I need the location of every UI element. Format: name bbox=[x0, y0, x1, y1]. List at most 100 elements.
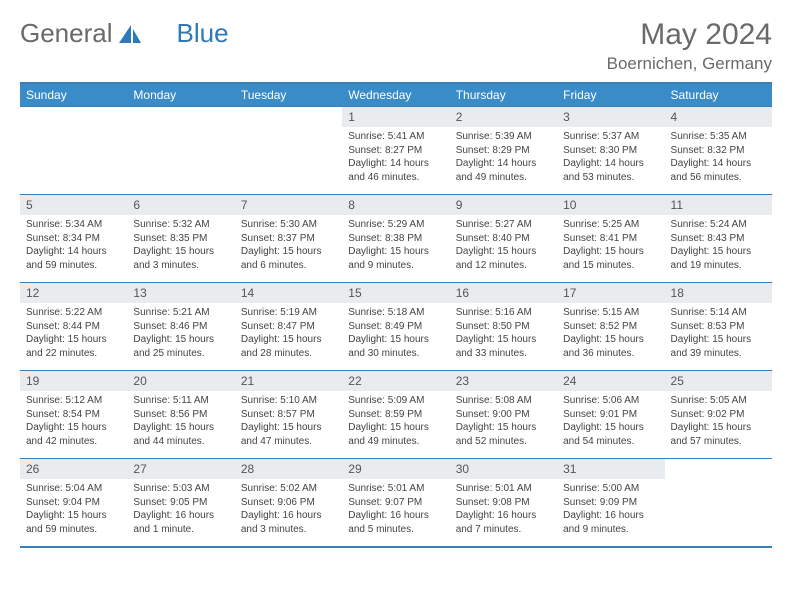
logo-sail-icon bbox=[117, 23, 143, 45]
day-details: Sunrise: 5:22 AMSunset: 8:44 PMDaylight:… bbox=[20, 303, 127, 363]
day-number: 2 bbox=[450, 107, 557, 127]
weekday-header: Sunday bbox=[20, 83, 127, 107]
calendar-week-row: 1Sunrise: 5:41 AMSunset: 8:27 PMDaylight… bbox=[20, 107, 772, 195]
month-title: May 2024 bbox=[607, 18, 772, 52]
weekday-header: Tuesday bbox=[235, 83, 342, 107]
calendar-day-cell: 25Sunrise: 5:05 AMSunset: 9:02 PMDayligh… bbox=[665, 371, 772, 459]
day-details: Sunrise: 5:30 AMSunset: 8:37 PMDaylight:… bbox=[235, 215, 342, 275]
calendar-day-cell: 12Sunrise: 5:22 AMSunset: 8:44 PMDayligh… bbox=[20, 283, 127, 371]
day-number: 20 bbox=[127, 371, 234, 391]
calendar-week-row: 12Sunrise: 5:22 AMSunset: 8:44 PMDayligh… bbox=[20, 283, 772, 371]
day-details: Sunrise: 5:08 AMSunset: 9:00 PMDaylight:… bbox=[450, 391, 557, 451]
day-number: 19 bbox=[20, 371, 127, 391]
day-details: Sunrise: 5:12 AMSunset: 8:54 PMDaylight:… bbox=[20, 391, 127, 451]
calendar-table: SundayMondayTuesdayWednesdayThursdayFrid… bbox=[20, 82, 772, 548]
calendar-day-cell: 27Sunrise: 5:03 AMSunset: 9:05 PMDayligh… bbox=[127, 459, 234, 547]
calendar-day-cell: 10Sunrise: 5:25 AMSunset: 8:41 PMDayligh… bbox=[557, 195, 664, 283]
day-number: 22 bbox=[342, 371, 449, 391]
day-details: Sunrise: 5:41 AMSunset: 8:27 PMDaylight:… bbox=[342, 127, 449, 187]
day-number: 27 bbox=[127, 459, 234, 479]
calendar-day-cell: 5Sunrise: 5:34 AMSunset: 8:34 PMDaylight… bbox=[20, 195, 127, 283]
calendar-day-cell: 18Sunrise: 5:14 AMSunset: 8:53 PMDayligh… bbox=[665, 283, 772, 371]
calendar-day-cell: 11Sunrise: 5:24 AMSunset: 8:43 PMDayligh… bbox=[665, 195, 772, 283]
day-details: Sunrise: 5:06 AMSunset: 9:01 PMDaylight:… bbox=[557, 391, 664, 451]
calendar-day-cell: 16Sunrise: 5:16 AMSunset: 8:50 PMDayligh… bbox=[450, 283, 557, 371]
calendar-empty-cell bbox=[127, 107, 234, 195]
day-details: Sunrise: 5:03 AMSunset: 9:05 PMDaylight:… bbox=[127, 479, 234, 539]
day-number: 23 bbox=[450, 371, 557, 391]
logo-text-2: Blue bbox=[177, 18, 229, 49]
calendar-empty-cell bbox=[665, 459, 772, 547]
calendar-week-row: 19Sunrise: 5:12 AMSunset: 8:54 PMDayligh… bbox=[20, 371, 772, 459]
day-details: Sunrise: 5:35 AMSunset: 8:32 PMDaylight:… bbox=[665, 127, 772, 187]
day-details: Sunrise: 5:01 AMSunset: 9:08 PMDaylight:… bbox=[450, 479, 557, 539]
weekday-header: Monday bbox=[127, 83, 234, 107]
location: Boernichen, Germany bbox=[607, 54, 772, 74]
day-details: Sunrise: 5:34 AMSunset: 8:34 PMDaylight:… bbox=[20, 215, 127, 275]
day-details: Sunrise: 5:27 AMSunset: 8:40 PMDaylight:… bbox=[450, 215, 557, 275]
page-header: General Blue May 2024 Boernichen, German… bbox=[20, 18, 772, 74]
calendar-day-cell: 19Sunrise: 5:12 AMSunset: 8:54 PMDayligh… bbox=[20, 371, 127, 459]
day-number: 8 bbox=[342, 195, 449, 215]
day-number: 16 bbox=[450, 283, 557, 303]
calendar-empty-cell bbox=[235, 107, 342, 195]
day-details: Sunrise: 5:11 AMSunset: 8:56 PMDaylight:… bbox=[127, 391, 234, 451]
day-details: Sunrise: 5:04 AMSunset: 9:04 PMDaylight:… bbox=[20, 479, 127, 539]
calendar-day-cell: 30Sunrise: 5:01 AMSunset: 9:08 PMDayligh… bbox=[450, 459, 557, 547]
day-details: Sunrise: 5:10 AMSunset: 8:57 PMDaylight:… bbox=[235, 391, 342, 451]
day-number: 18 bbox=[665, 283, 772, 303]
calendar-day-cell: 17Sunrise: 5:15 AMSunset: 8:52 PMDayligh… bbox=[557, 283, 664, 371]
calendar-day-cell: 15Sunrise: 5:18 AMSunset: 8:49 PMDayligh… bbox=[342, 283, 449, 371]
day-number: 7 bbox=[235, 195, 342, 215]
day-details: Sunrise: 5:39 AMSunset: 8:29 PMDaylight:… bbox=[450, 127, 557, 187]
calendar-day-cell: 26Sunrise: 5:04 AMSunset: 9:04 PMDayligh… bbox=[20, 459, 127, 547]
day-details: Sunrise: 5:24 AMSunset: 8:43 PMDaylight:… bbox=[665, 215, 772, 275]
day-details: Sunrise: 5:05 AMSunset: 9:02 PMDaylight:… bbox=[665, 391, 772, 451]
day-number: 29 bbox=[342, 459, 449, 479]
day-details: Sunrise: 5:14 AMSunset: 8:53 PMDaylight:… bbox=[665, 303, 772, 363]
calendar-day-cell: 3Sunrise: 5:37 AMSunset: 8:30 PMDaylight… bbox=[557, 107, 664, 195]
calendar-day-cell: 20Sunrise: 5:11 AMSunset: 8:56 PMDayligh… bbox=[127, 371, 234, 459]
day-number: 9 bbox=[450, 195, 557, 215]
day-number: 17 bbox=[557, 283, 664, 303]
day-number: 4 bbox=[665, 107, 772, 127]
calendar-week-row: 26Sunrise: 5:04 AMSunset: 9:04 PMDayligh… bbox=[20, 459, 772, 547]
calendar-day-cell: 4Sunrise: 5:35 AMSunset: 8:32 PMDaylight… bbox=[665, 107, 772, 195]
day-details: Sunrise: 5:15 AMSunset: 8:52 PMDaylight:… bbox=[557, 303, 664, 363]
logo: General Blue bbox=[20, 18, 229, 49]
day-details: Sunrise: 5:25 AMSunset: 8:41 PMDaylight:… bbox=[557, 215, 664, 275]
logo-text-1: General bbox=[20, 18, 113, 49]
day-details: Sunrise: 5:16 AMSunset: 8:50 PMDaylight:… bbox=[450, 303, 557, 363]
calendar-day-cell: 13Sunrise: 5:21 AMSunset: 8:46 PMDayligh… bbox=[127, 283, 234, 371]
calendar-empty-cell bbox=[20, 107, 127, 195]
calendar-day-cell: 7Sunrise: 5:30 AMSunset: 8:37 PMDaylight… bbox=[235, 195, 342, 283]
calendar-week-row: 5Sunrise: 5:34 AMSunset: 8:34 PMDaylight… bbox=[20, 195, 772, 283]
title-block: May 2024 Boernichen, Germany bbox=[607, 18, 772, 74]
weekday-header: Saturday bbox=[665, 83, 772, 107]
day-number: 12 bbox=[20, 283, 127, 303]
day-number: 26 bbox=[20, 459, 127, 479]
day-number: 5 bbox=[20, 195, 127, 215]
calendar-day-cell: 6Sunrise: 5:32 AMSunset: 8:35 PMDaylight… bbox=[127, 195, 234, 283]
day-details: Sunrise: 5:21 AMSunset: 8:46 PMDaylight:… bbox=[127, 303, 234, 363]
weekday-header: Wednesday bbox=[342, 83, 449, 107]
day-number: 6 bbox=[127, 195, 234, 215]
day-details: Sunrise: 5:29 AMSunset: 8:38 PMDaylight:… bbox=[342, 215, 449, 275]
calendar-day-cell: 29Sunrise: 5:01 AMSunset: 9:07 PMDayligh… bbox=[342, 459, 449, 547]
day-number: 31 bbox=[557, 459, 664, 479]
calendar-day-cell: 24Sunrise: 5:06 AMSunset: 9:01 PMDayligh… bbox=[557, 371, 664, 459]
day-number: 3 bbox=[557, 107, 664, 127]
day-details: Sunrise: 5:37 AMSunset: 8:30 PMDaylight:… bbox=[557, 127, 664, 187]
day-details: Sunrise: 5:09 AMSunset: 8:59 PMDaylight:… bbox=[342, 391, 449, 451]
day-details: Sunrise: 5:00 AMSunset: 9:09 PMDaylight:… bbox=[557, 479, 664, 539]
day-number: 30 bbox=[450, 459, 557, 479]
day-number: 28 bbox=[235, 459, 342, 479]
weekday-header: Thursday bbox=[450, 83, 557, 107]
day-number: 10 bbox=[557, 195, 664, 215]
day-number: 21 bbox=[235, 371, 342, 391]
calendar-day-cell: 31Sunrise: 5:00 AMSunset: 9:09 PMDayligh… bbox=[557, 459, 664, 547]
calendar-day-cell: 28Sunrise: 5:02 AMSunset: 9:06 PMDayligh… bbox=[235, 459, 342, 547]
day-details: Sunrise: 5:32 AMSunset: 8:35 PMDaylight:… bbox=[127, 215, 234, 275]
calendar-day-cell: 14Sunrise: 5:19 AMSunset: 8:47 PMDayligh… bbox=[235, 283, 342, 371]
calendar-day-cell: 23Sunrise: 5:08 AMSunset: 9:00 PMDayligh… bbox=[450, 371, 557, 459]
